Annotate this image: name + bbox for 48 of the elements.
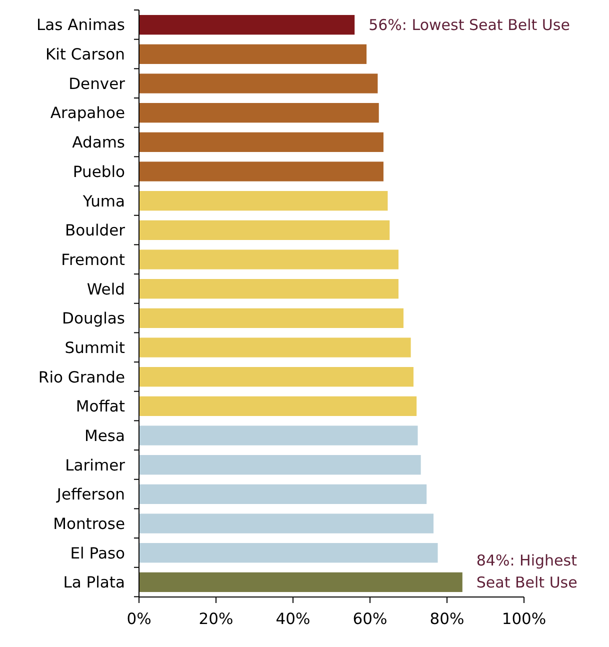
y-tick-label: Fremont [61,250,125,269]
y-tick-label: Douglas [62,310,125,328]
bar [139,308,404,328]
bar [139,74,378,94]
y-tick-label: Jefferson [56,486,125,504]
bar [139,44,367,64]
bar [139,102,379,123]
y-tick-label: Las Animas [36,16,125,34]
bar [139,279,398,299]
y-tick-label: La Plata [63,574,125,592]
annotation: 84%: Highest Seat Belt Use [476,551,578,592]
y-tick-label: Adams [72,134,125,152]
y-tick-label: Weld [86,280,125,298]
annotation: 56%: Lowest Seat Belt Use [368,16,570,34]
bar [139,514,434,534]
bar [139,484,427,504]
x-tick-label: 60% [352,610,388,628]
bar [139,250,398,270]
x-tick-label: 100% [502,610,546,628]
y-tick-label: Rio Grande [38,368,125,386]
bar [139,543,438,563]
bar [139,191,388,211]
bar [139,367,414,387]
y-tick-label: Summit [64,338,125,357]
bar [139,14,355,35]
bar [139,572,462,592]
y-tick-label: Yuma [82,192,125,210]
bar [139,426,418,446]
y-tick-label: Kit Carson [45,46,125,64]
y-tick-label: Moffat [76,398,125,416]
y-tick-label: Larimer [65,456,126,474]
y-tick-label: Boulder [65,222,126,240]
y-tick-label: Denver [68,74,126,93]
x-tick-label: 40% [276,610,310,628]
bar [139,455,421,475]
x-tick-label: 80% [430,610,464,628]
y-tick-label: El Paso [70,544,125,562]
bar [139,338,411,358]
y-tick-label: Pueblo [72,162,125,181]
y-tick-label: Arapahoe [50,104,125,122]
bar [139,220,390,240]
y-tick-label: Mesa [84,426,125,445]
bar [139,132,384,152]
x-tick-label: 20% [198,610,234,628]
x-tick-label: 0% [126,610,152,628]
y-tick-label: Montrose [53,514,125,533]
bar [139,396,417,416]
bar [139,162,384,182]
